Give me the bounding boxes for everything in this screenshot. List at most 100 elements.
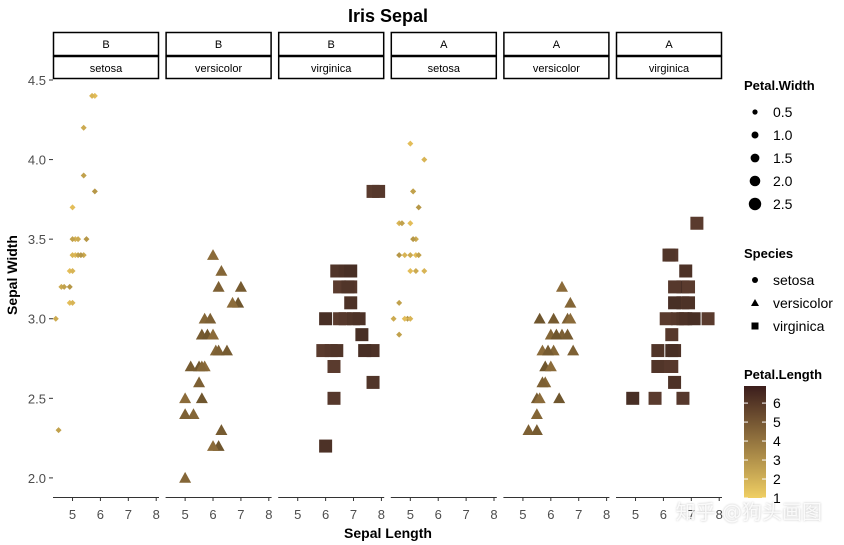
legend-size-key	[752, 109, 758, 115]
legend-size-label: 1.5	[773, 150, 793, 166]
data-point	[69, 236, 76, 243]
data-point	[407, 140, 414, 147]
legend-shape-label: versicolor	[773, 295, 833, 311]
data-point	[651, 359, 665, 373]
data-point	[407, 315, 414, 322]
y-tick-label: 3.0	[28, 312, 46, 327]
data-point	[533, 312, 546, 324]
x-tick-label: 6	[547, 507, 554, 522]
y-tick-label: 4.0	[28, 153, 46, 168]
x-tick-label: 5	[407, 507, 414, 522]
data-point	[682, 280, 696, 294]
legend-size-label: 2.0	[773, 173, 793, 189]
data-point	[522, 424, 535, 435]
data-point	[407, 220, 414, 227]
data-point	[52, 315, 59, 322]
data-point	[407, 267, 414, 274]
x-tick-label: 5	[632, 507, 639, 522]
data-point	[648, 391, 662, 405]
facet-species-label: versicolor	[195, 63, 242, 75]
legend-petal-length: Petal.Length 1 2 3 4 5 6	[744, 367, 822, 506]
facet-strip-species	[52, 55, 160, 80]
data-point	[550, 328, 563, 340]
data-point	[61, 283, 68, 290]
x-tick-label: 6	[660, 507, 667, 522]
data-point	[659, 312, 673, 326]
y-axis: 2.0 2.5 3.0 3.5 4.0 4.5	[28, 73, 53, 486]
data-point	[319, 312, 333, 326]
data-point	[212, 280, 225, 292]
data-point	[668, 296, 682, 310]
legend-size-key	[751, 131, 759, 139]
data-point	[530, 424, 543, 435]
legend-species-title: Species	[744, 246, 793, 261]
data-point	[682, 296, 696, 310]
data-point	[66, 283, 73, 290]
data-point	[327, 359, 341, 373]
facet-species-label: virginica	[311, 63, 352, 75]
y-tick-label: 2.0	[28, 471, 46, 486]
data-point	[421, 267, 428, 274]
facet-strip-group	[277, 31, 385, 57]
data-point	[690, 216, 704, 230]
data-point	[412, 267, 419, 274]
y-tick-label: 2.5	[28, 391, 46, 406]
data-point	[555, 280, 568, 292]
data-point	[567, 344, 580, 356]
legend-petal-length-title: Petal.Length	[744, 367, 822, 382]
facet-group-label: B	[328, 39, 335, 51]
facet-species-label: virginica	[649, 63, 690, 75]
legend-shape-key-triangle	[751, 299, 759, 306]
data-point	[179, 392, 192, 404]
data-point	[179, 408, 192, 420]
x-tick-label: 8	[490, 507, 497, 522]
facet-strip-group	[503, 31, 610, 57]
y-tick-label: 4.5	[28, 73, 46, 88]
data-point	[679, 264, 693, 278]
x-tick-label: 6	[97, 507, 104, 522]
data-point	[69, 252, 76, 259]
data-point	[410, 236, 417, 243]
data-point	[344, 264, 358, 278]
data-point	[415, 204, 422, 211]
facet-species-label: setosa	[428, 63, 461, 75]
x-tick-label: 5	[182, 507, 189, 522]
legend-shape-key-square	[751, 322, 759, 330]
x-tick-label: 7	[237, 507, 244, 522]
data-point	[421, 156, 428, 163]
data-point	[536, 376, 549, 388]
data-point	[396, 252, 403, 259]
legend-shape-key-circle	[752, 277, 758, 283]
data-point	[665, 344, 679, 358]
data-point	[390, 315, 397, 322]
data-point	[69, 204, 76, 211]
facet-group-label: B	[102, 39, 109, 51]
data-point	[358, 344, 372, 358]
data-point	[212, 344, 225, 356]
x-tick-label: 7	[462, 507, 469, 522]
data-point	[665, 359, 679, 373]
data-point	[668, 280, 682, 294]
x-tick-label: 8	[716, 507, 723, 522]
legend-size-key	[749, 175, 761, 187]
data-point	[366, 375, 380, 389]
facet-group-label: A	[665, 39, 673, 51]
legend-shape-label: setosa	[773, 272, 814, 288]
facet-group-label: A	[440, 39, 448, 51]
data-point	[398, 220, 405, 227]
data-point	[69, 267, 76, 274]
data-point	[701, 312, 715, 326]
facet-strip-group	[390, 31, 498, 57]
data-point	[80, 124, 87, 131]
legend-size-label: 1.0	[773, 127, 793, 143]
data-point	[668, 375, 682, 389]
data-point	[195, 360, 208, 372]
facet-species-label: versicolor	[533, 63, 580, 75]
data-point	[89, 92, 96, 99]
data-point	[195, 392, 208, 404]
data-point	[319, 439, 333, 453]
